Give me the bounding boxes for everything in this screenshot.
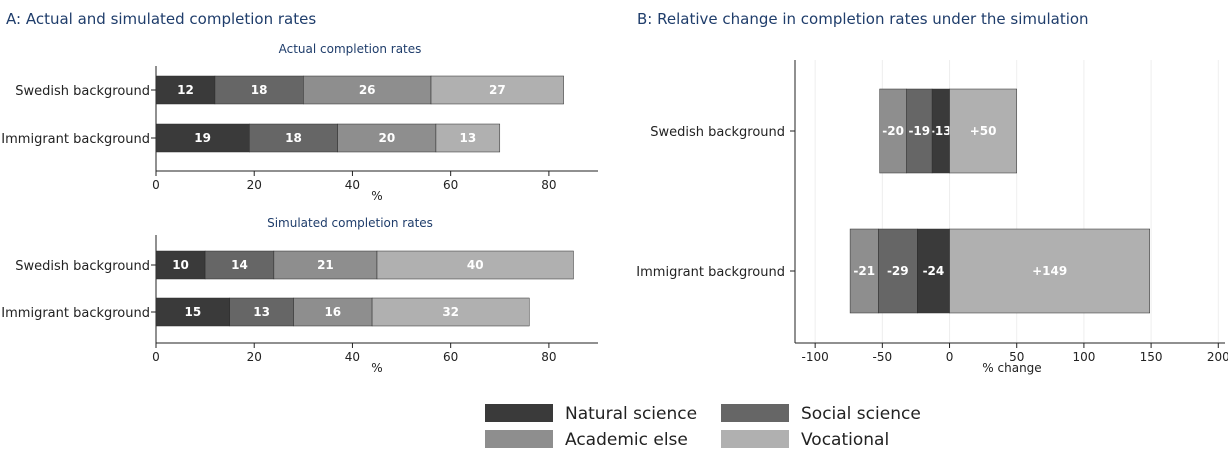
bar-vocational-swedish-background (949, 88, 1017, 174)
legend-label-vocational: Vocational (801, 430, 889, 450)
data-label-vocational-swedish-background: 40 (467, 258, 484, 272)
data-label-social-science-swedish-background: -19 (908, 124, 930, 138)
x-tick-label: 20 (247, 178, 262, 192)
bar-natural-science-swedish-background (155, 250, 206, 280)
x-tick-label: -100 (802, 350, 829, 364)
bar-natural-science-immigrant-background (155, 123, 250, 153)
x-tick-label: 60 (443, 350, 458, 364)
legend-swatch-academic-else (485, 430, 553, 448)
legend-swatch-vocational (721, 430, 789, 448)
data-label-natural-science-immigrant-background: 19 (194, 131, 211, 145)
x-tick-label: 0 (152, 350, 160, 364)
legend-swatch-natural-science (485, 404, 553, 422)
chart-title: Simulated completion rates (267, 216, 433, 230)
x-axis-label: % change (982, 361, 1041, 375)
legend-label-natural-science: Natural science (565, 404, 697, 424)
bar-vocational-immigrant-background (949, 228, 1150, 314)
x-tick-label: 80 (541, 350, 556, 364)
data-label-natural-science-swedish-background: 10 (172, 258, 189, 272)
data-label-vocational-swedish-background: +50 (970, 124, 997, 138)
bar-academic-else-immigrant-background (337, 123, 437, 153)
x-tick-label: 40 (345, 350, 360, 364)
panel-b-title: B: Relative change in completion rates u… (637, 10, 1089, 28)
data-label-natural-science-immigrant-background: -24 (923, 264, 945, 278)
data-label-social-science-immigrant-background: 13 (253, 305, 270, 319)
bar-vocational-swedish-background (430, 75, 564, 105)
data-label-social-science-immigrant-background: 18 (285, 131, 302, 145)
bar-social-science-immigrant-background (249, 123, 338, 153)
legend: Natural science Social science Academic el… (485, 404, 921, 450)
legend-label-academic-else: Academic else (565, 430, 688, 450)
x-tick-label: 50 (1009, 350, 1024, 364)
bar-social-science-swedish-background (204, 250, 275, 280)
category-label-immigrant-background: Immigrant background (1, 306, 150, 321)
data-label-academic-else-swedish-background: 26 (359, 83, 376, 97)
bar-vocational-immigrant-background (371, 297, 530, 327)
data-label-academic-else-immigrant-background: -21 (853, 264, 875, 278)
x-tick-label: 0 (152, 178, 160, 192)
data-label-academic-else-immigrant-background: 20 (378, 131, 395, 145)
bar-natural-science-immigrant-background (917, 228, 950, 314)
bar-academic-else-immigrant-background (849, 228, 879, 314)
legend-swatch-social-science (721, 404, 789, 422)
data-label-vocational-swedish-background: 27 (489, 83, 506, 97)
x-tick-label: 60 (443, 178, 458, 192)
category-label-swedish-background: Swedish background (650, 125, 785, 140)
bar-social-science-swedish-background (214, 75, 304, 105)
x-tick-label: 40 (345, 178, 360, 192)
panel-a-simulated-chart: Simulated completion rates 0 20 40 60 80% Swed… (1, 216, 598, 375)
x-tick-label: 150 (1140, 350, 1163, 364)
data-label-academic-else-swedish-background: 21 (317, 258, 334, 272)
panel-a-actual-chart: Actual completion rates 0 20 40 60 80% Swedish… (1, 42, 598, 203)
data-label-natural-science-immigrant-background: 15 (184, 305, 201, 319)
category-label-swedish-background: Swedish background (15, 84, 150, 99)
data-label-academic-else-immigrant-background: 16 (324, 305, 341, 319)
bar-vocational-immigrant-background (435, 123, 501, 153)
bar-social-science-immigrant-background (229, 297, 294, 327)
x-tick-label: 200 (1207, 350, 1228, 364)
x-tick-label: 80 (541, 178, 556, 192)
x-tick-label: 20 (247, 350, 262, 364)
x-tick-label: 100 (1072, 350, 1095, 364)
bar-academic-else-swedish-background (879, 88, 907, 174)
data-label-social-science-immigrant-background: -29 (887, 264, 909, 278)
bar-academic-else-swedish-background (273, 250, 378, 280)
bar-natural-science-swedish-background (155, 75, 216, 105)
category-label-immigrant-background: Immigrant background (636, 265, 785, 280)
bar-vocational-swedish-background (376, 250, 574, 280)
x-tick-label: 0 (946, 350, 954, 364)
panel-b-chart: -100 -50 0 50 100 150 200 % change Swedish backg… (636, 60, 1228, 375)
x-tick-label: -50 (873, 350, 893, 364)
data-label-vocational-immigrant-background: +149 (1032, 264, 1067, 278)
panel-a-title: A: Actual and simulated completion rates (6, 10, 316, 28)
data-label-natural-science-swedish-background: -13 (930, 124, 952, 138)
bar-academic-else-swedish-background (303, 75, 432, 105)
data-label-natural-science-swedish-background: 12 (177, 83, 194, 97)
legend-label-social-science: Social science (801, 404, 921, 424)
bar-natural-science-immigrant-background (155, 297, 230, 327)
data-label-academic-else-swedish-background: -20 (882, 124, 904, 138)
category-label-immigrant-background: Immigrant background (1, 132, 150, 147)
x-axis-label: % (371, 189, 382, 203)
data-label-social-science-swedish-background: 14 (231, 258, 248, 272)
data-label-vocational-immigrant-background: 32 (442, 305, 459, 319)
x-axis-label: % (371, 361, 382, 375)
bar-social-science-immigrant-background (878, 228, 918, 314)
data-label-vocational-immigrant-background: 13 (460, 131, 477, 145)
data-label-social-science-swedish-background: 18 (251, 83, 268, 97)
bar-academic-else-immigrant-background (293, 297, 373, 327)
chart-title: Actual completion rates (279, 42, 422, 56)
category-label-swedish-background: Swedish background (15, 259, 150, 274)
